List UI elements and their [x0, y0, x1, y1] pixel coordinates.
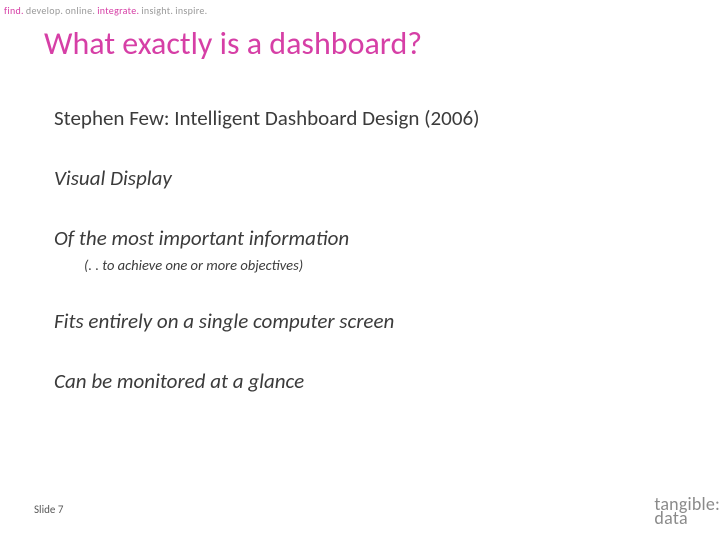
tagline-word: inspire. — [175, 4, 207, 17]
bullet-point: Of the most important information — [54, 225, 680, 251]
points-container: Visual Display Of the most important info… — [54, 165, 680, 394]
bullet-subpoint: (. . to achieve one or more objectives) — [84, 256, 680, 274]
brand-logo: tangible: data — [654, 497, 720, 527]
tagline-word: online. — [65, 4, 95, 17]
slide-body: Stephen Few: Intelligent Dashboard Desig… — [54, 105, 680, 428]
tagline-word: develop. — [26, 4, 63, 17]
bullet-point: Can be monitored at a glance — [54, 368, 680, 394]
header-tagline: find.develop.online.integrate.insight.in… — [4, 4, 209, 17]
slide-title: What exactly is a dashboard? — [44, 24, 422, 63]
slide-subtitle: Stephen Few: Intelligent Dashboard Desig… — [54, 105, 680, 131]
tagline-word: integrate. — [97, 4, 139, 17]
bullet-point: Fits entirely on a single computer scree… — [54, 308, 680, 334]
tagline-word: find. — [4, 4, 24, 17]
bullet-point: Visual Display — [54, 165, 680, 191]
slide: find.develop.online.integrate.insight.in… — [0, 0, 720, 540]
tagline-word: insight. — [141, 4, 173, 17]
slide-number: Slide 7 — [34, 503, 63, 516]
